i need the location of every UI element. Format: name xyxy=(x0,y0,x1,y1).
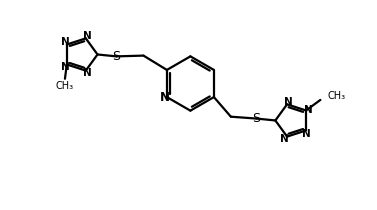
Text: N: N xyxy=(302,129,310,139)
Text: N: N xyxy=(83,68,92,78)
Text: S: S xyxy=(253,112,261,125)
Text: CH₃: CH₃ xyxy=(56,81,74,91)
Text: N: N xyxy=(280,134,289,144)
Text: N: N xyxy=(61,62,70,72)
Text: N: N xyxy=(83,31,92,41)
Text: N: N xyxy=(284,97,293,107)
Text: N: N xyxy=(61,37,70,47)
Text: N: N xyxy=(304,105,313,116)
Text: CH₃: CH₃ xyxy=(327,91,345,101)
Text: S: S xyxy=(112,50,120,63)
Text: N: N xyxy=(160,91,170,104)
